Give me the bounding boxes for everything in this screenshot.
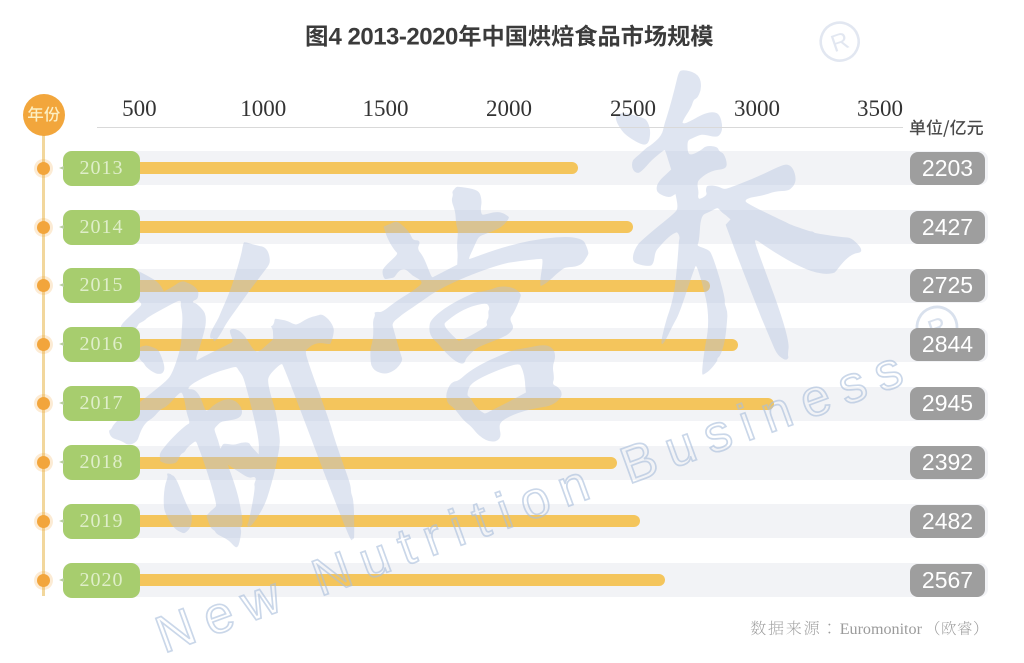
svg-text:4 2013-2020: 4 2013-2020 [329, 24, 458, 51]
svg-text:Euromonitor: Euromonitor [840, 621, 923, 638]
